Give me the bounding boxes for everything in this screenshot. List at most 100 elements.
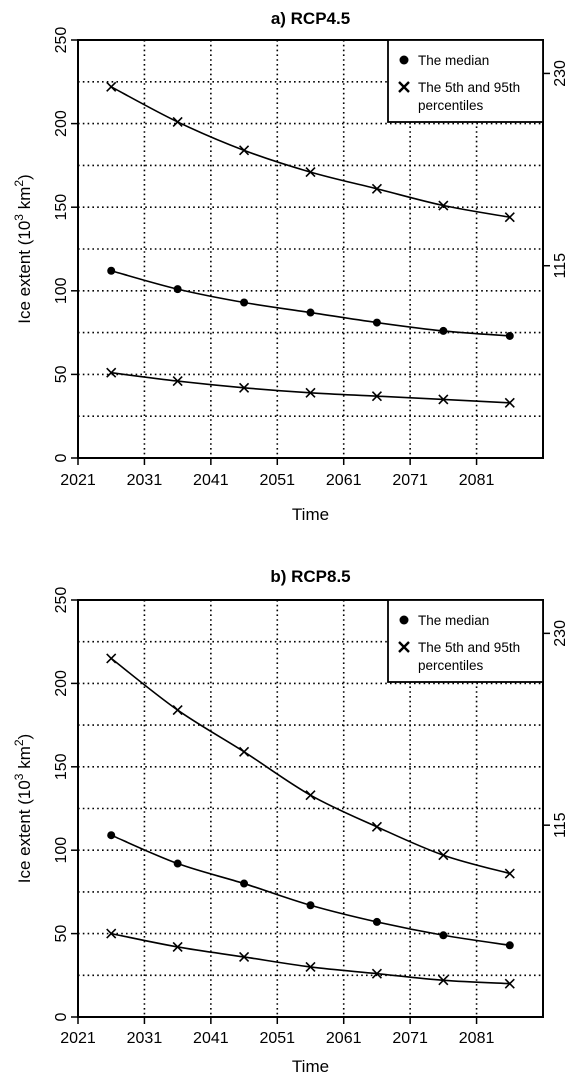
median-point: [173, 285, 182, 294]
legend-median-marker: [399, 55, 409, 65]
grid: [78, 40, 543, 458]
right-tick-label: 115: [552, 812, 569, 838]
percentile-point: [172, 376, 183, 387]
median-point: [107, 831, 116, 840]
percentile-point: [438, 394, 449, 405]
percentile-point: [504, 978, 515, 989]
legend-percentile-marker: [398, 81, 410, 93]
percentile-point: [106, 653, 117, 664]
chart-title: b) RCP8.5: [270, 567, 350, 586]
median-point: [240, 298, 249, 307]
x-tick-label: 2051: [259, 1030, 295, 1047]
x-tick-label: 2061: [326, 1030, 362, 1047]
median-point: [107, 266, 116, 275]
x-tick-label: 2081: [459, 1030, 495, 1047]
right-tick-label: 230: [552, 620, 569, 647]
y-axis-label-text: km: [15, 746, 34, 773]
percentile-point: [106, 928, 117, 939]
percentile-point: [106, 81, 117, 92]
percentile-point: [504, 212, 515, 223]
percentile-point: [305, 387, 316, 398]
median-point: [306, 901, 315, 910]
median-point: [306, 308, 315, 317]
x-tick-label: 2051: [259, 472, 295, 489]
chart-panel: b) RCP8.5 2021 2031 2041 2051 2061 2071 2081 0 50…: [12, 567, 569, 1075]
legend-label-percentiles-cont: percentiles: [418, 658, 484, 673]
y-axis-label-superscript: 2: [12, 739, 26, 746]
y-tick-label: 0: [53, 453, 70, 462]
y-tick-label: 150: [53, 194, 70, 221]
y-axis-label-superscript: 3: [12, 773, 26, 780]
series-line: [110, 834, 510, 947]
legend-label-median: The median: [418, 613, 489, 628]
percentile-point: [371, 821, 382, 832]
percentile-point: [438, 975, 449, 986]
y-tick-label: 250: [53, 587, 70, 614]
percentile-point: [305, 790, 316, 801]
percentile-point: [239, 382, 250, 393]
series-line: [111, 269, 510, 337]
percentile-point: [305, 961, 316, 973]
legend-box: [387, 599, 544, 683]
chart-panel: a) RCP4.5 2021 2031 2041 2051 2061 2071 2081 0 50…: [12, 9, 569, 524]
x-tick-label: 2071: [392, 1030, 428, 1047]
plot-frame: [77, 599, 544, 1018]
x-tick-label: 2041: [193, 1030, 229, 1047]
x-tick-label: 2021: [60, 472, 96, 489]
legend-median-marker: [399, 615, 409, 625]
legend-label-percentiles: The 5th and 95th: [418, 80, 520, 95]
right-tick-label: 230: [552, 60, 569, 87]
y-axis-label: Ice extent (103 km2): [12, 734, 34, 883]
x-tick-label: 2071: [392, 472, 428, 489]
y-axis-label-text: Ice extent (10: [15, 780, 34, 883]
median-point: [372, 318, 381, 327]
y-axis-label-text: ): [15, 734, 34, 740]
percentile-point: [172, 941, 183, 953]
plot-frame: [77, 39, 544, 459]
median-point: [372, 917, 381, 926]
x-tick-label: 2041: [193, 472, 229, 489]
y-tick-label: 250: [53, 27, 70, 54]
percentile-point: [239, 145, 250, 156]
percentile-point: [371, 183, 382, 194]
right-tick-label: 115: [552, 253, 569, 279]
legend: The median The 5th and 95th percentiles: [387, 599, 544, 683]
y-axis-label-text: km: [15, 187, 34, 214]
percentile-point: [371, 968, 382, 979]
percentile-point: [371, 391, 382, 402]
median-point: [439, 931, 448, 940]
y-axis-label-text: Ice extent (10: [15, 221, 34, 324]
percentile-point: [504, 868, 515, 879]
median-point: [505, 331, 514, 340]
legend-percentile-marker: [398, 641, 410, 653]
series-line: [110, 657, 511, 875]
percentile-point: [504, 397, 515, 408]
median-point: [505, 941, 514, 950]
percentile-point: [172, 116, 183, 127]
y-axis-label-superscript: 2: [12, 180, 26, 187]
percentile-point: [438, 850, 449, 861]
y-tick-label: 150: [53, 753, 70, 780]
y-tick-label: 100: [53, 277, 70, 304]
percentile-point: [106, 367, 117, 378]
y-axis-label: Ice extent (103 km2): [12, 174, 34, 323]
x-tick-label: 2031: [127, 472, 163, 489]
chart-title: a) RCP4.5: [271, 9, 350, 28]
y-tick-label: 100: [53, 837, 70, 864]
legend-label-percentiles-cont: percentiles: [418, 98, 484, 113]
y-tick-label: 50: [53, 925, 70, 943]
y-tick-label: 200: [53, 670, 70, 697]
legend-box: [387, 39, 544, 123]
percentile-point: [438, 200, 449, 211]
y-axis-label-superscript: 3: [12, 214, 26, 221]
grid: [78, 600, 543, 1017]
median-point: [240, 879, 249, 888]
percentile-point: [305, 167, 316, 178]
median-point: [439, 326, 448, 335]
series-line: [111, 371, 510, 404]
x-tick-label: 2031: [127, 1030, 163, 1047]
percentile-point: [239, 951, 250, 963]
legend-label-median: The median: [418, 53, 489, 68]
y-tick-label: 200: [53, 110, 70, 137]
legend-label-percentiles: The 5th and 95th: [418, 640, 520, 655]
